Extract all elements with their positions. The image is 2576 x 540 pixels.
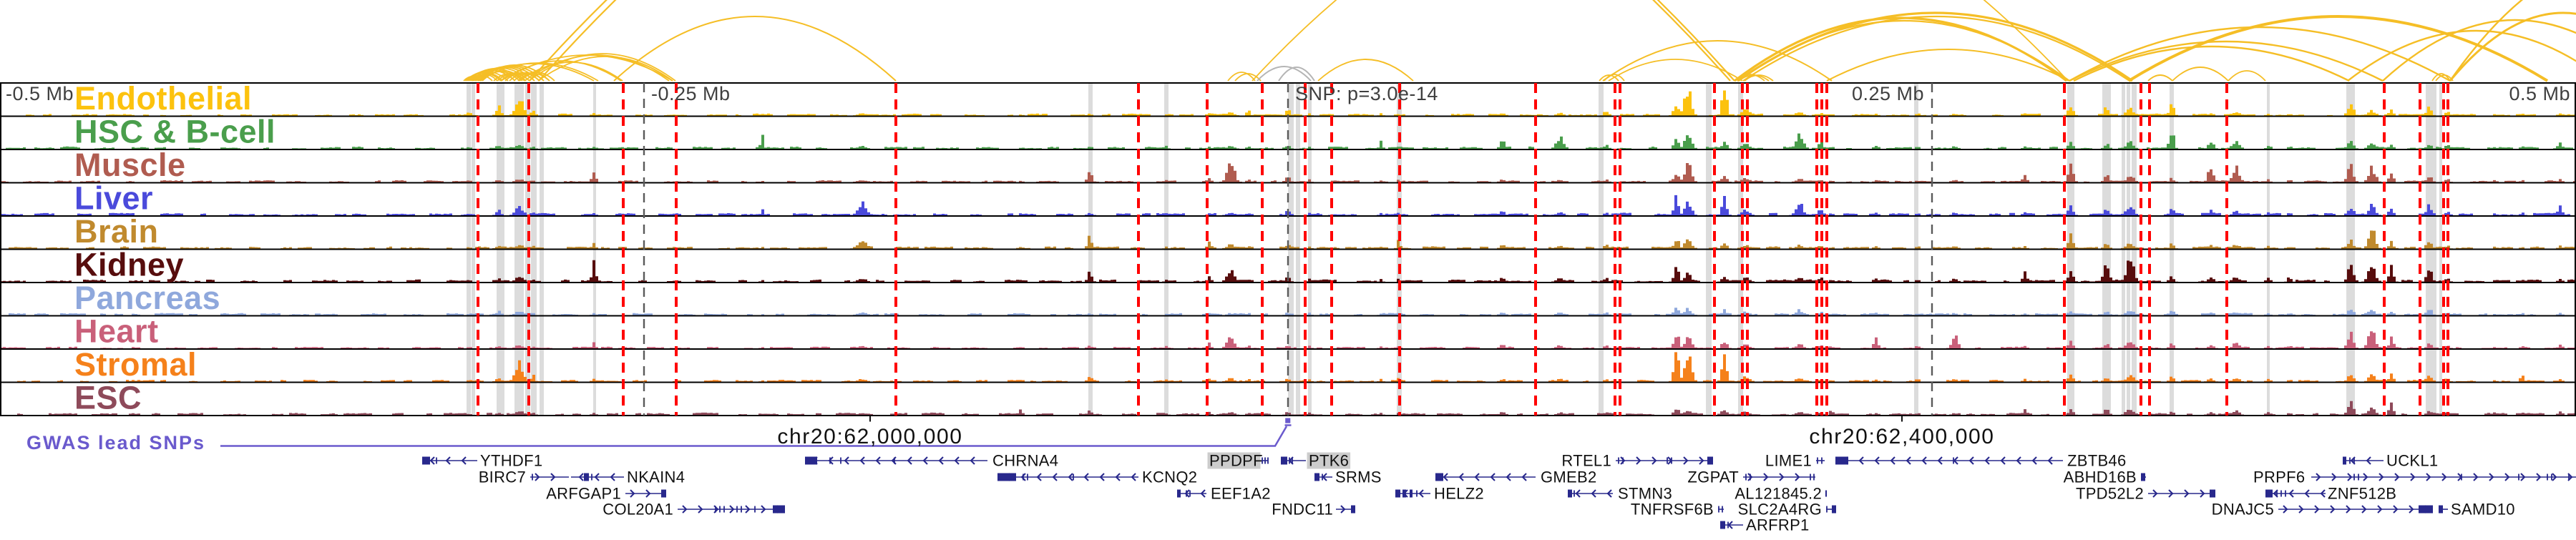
svg-text:HSC & B-cell: HSC & B-cell xyxy=(74,114,275,150)
svg-text:Liver: Liver xyxy=(74,180,153,217)
svg-text:PTK6: PTK6 xyxy=(1309,452,1349,470)
svg-text:SRMS: SRMS xyxy=(1335,468,1382,486)
svg-text:Muscle: Muscle xyxy=(74,147,186,183)
svg-text:YTHDF1: YTHDF1 xyxy=(480,452,542,470)
svg-text:chr20:62,400,000: chr20:62,400,000 xyxy=(1809,425,1994,448)
svg-text:PPDPF: PPDPF xyxy=(1209,452,1263,470)
svg-text:Pancreas: Pancreas xyxy=(74,280,220,316)
svg-text:STMN3: STMN3 xyxy=(1618,485,1672,503)
svg-text:SAMD10: SAMD10 xyxy=(2451,501,2515,519)
svg-text:RTEL1: RTEL1 xyxy=(1561,452,1611,470)
svg-text:NKAIN4: NKAIN4 xyxy=(627,468,685,486)
svg-text:TPD52L2: TPD52L2 xyxy=(2076,485,2144,503)
svg-text:COL20A1: COL20A1 xyxy=(602,501,673,519)
svg-text:PRPF6: PRPF6 xyxy=(2253,468,2305,486)
svg-text:HELZ2: HELZ2 xyxy=(1434,485,1484,503)
svg-text:ZGPAT: ZGPAT xyxy=(1687,468,1739,486)
svg-text:AL121845.2: AL121845.2 xyxy=(1735,485,1822,503)
svg-text:DNAJC5: DNAJC5 xyxy=(2212,501,2274,519)
svg-text:ESC: ESC xyxy=(74,380,142,416)
svg-text:KCNQ2: KCNQ2 xyxy=(1142,468,1197,486)
svg-text:0.5 Mb: 0.5 Mb xyxy=(2509,83,2570,104)
svg-text:TNFRSF6B: TNFRSF6B xyxy=(1631,501,1714,519)
svg-text:UCKL1: UCKL1 xyxy=(2386,452,2438,470)
svg-text:ARFGAP1: ARFGAP1 xyxy=(546,485,621,503)
svg-text:SNP: p=3.0e-14: SNP: p=3.0e-14 xyxy=(1295,83,1438,104)
svg-text:Kidney: Kidney xyxy=(74,247,184,283)
svg-text:Brain: Brain xyxy=(74,213,159,250)
svg-text:Endothelial: Endothelial xyxy=(74,80,252,117)
svg-text:GWAS lead SNPs: GWAS lead SNPs xyxy=(26,432,205,453)
svg-text:-0.25 Mb: -0.25 Mb xyxy=(651,83,731,104)
svg-text:ZNF512B: ZNF512B xyxy=(2328,485,2396,503)
svg-text:GMEB2: GMEB2 xyxy=(1541,468,1597,486)
svg-text:LIME1: LIME1 xyxy=(1765,452,1812,470)
svg-text:chr20:62,000,000: chr20:62,000,000 xyxy=(777,425,962,448)
svg-text:Heart: Heart xyxy=(74,313,159,350)
svg-text:ZBTB46: ZBTB46 xyxy=(2067,452,2127,470)
svg-text:FNDC11: FNDC11 xyxy=(1272,501,1333,519)
svg-text:Stromal: Stromal xyxy=(74,346,197,383)
svg-text:-0.5 Mb: -0.5 Mb xyxy=(6,83,74,104)
svg-text:ARFRP1: ARFRP1 xyxy=(1746,516,1810,534)
svg-text:BIRC7: BIRC7 xyxy=(479,468,526,486)
svg-text:ABHD16B: ABHD16B xyxy=(2064,468,2137,486)
svg-text:EEF1A2: EEF1A2 xyxy=(1211,485,1271,503)
svg-text:CHRNA4: CHRNA4 xyxy=(992,452,1058,470)
svg-text:SLC2A4RG: SLC2A4RG xyxy=(1738,501,1822,519)
svg-text:0.25 Mb: 0.25 Mb xyxy=(1852,83,1924,104)
